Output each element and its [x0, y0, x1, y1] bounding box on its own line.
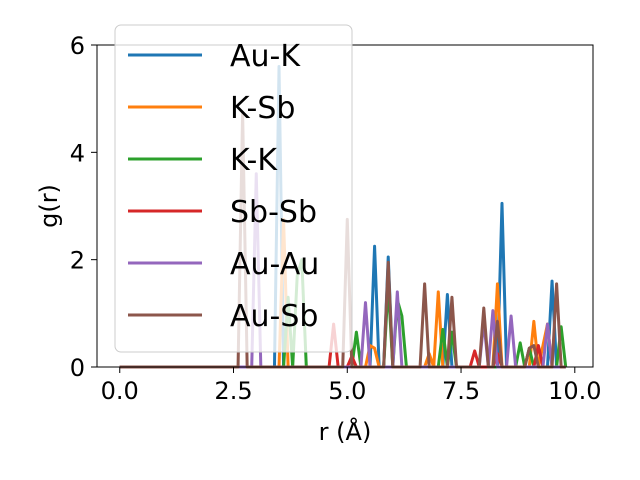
y-tick-label: 6 [70, 32, 85, 60]
legend-label: Au-Sb [230, 299, 318, 334]
x-tick-label: 7.5 [442, 377, 480, 405]
x-axis-label: r (Å) [319, 417, 372, 446]
x-tick-label: 10.0 [548, 377, 601, 405]
legend: Au-K K-Sb K-K Sb-Sb Au-Au Au-Sb [114, 24, 353, 353]
y-axis: 0 2 4 6 [70, 32, 97, 382]
x-tick-label: 2.5 [214, 377, 252, 405]
legend-label: Au-Au [230, 247, 319, 282]
y-tick-label: 0 [70, 354, 85, 382]
x-tick-label: 5.0 [328, 377, 366, 405]
y-tick-label: 2 [70, 247, 85, 275]
y-axis-label: g(r) [35, 184, 63, 228]
legend-label: K-Sb [230, 91, 295, 126]
legend-items: Au-K K-Sb K-K Sb-Sb Au-Au Au-Sb [128, 39, 319, 334]
legend-label: K-K [230, 143, 278, 178]
y-tick-label: 4 [70, 139, 85, 167]
x-axis: 0.0 2.5 5.0 7.5 10.0 [101, 367, 602, 405]
legend-label: Sb-Sb [230, 195, 317, 230]
x-tick-label: 0.0 [101, 377, 139, 405]
legend-label: Au-K [230, 39, 301, 74]
